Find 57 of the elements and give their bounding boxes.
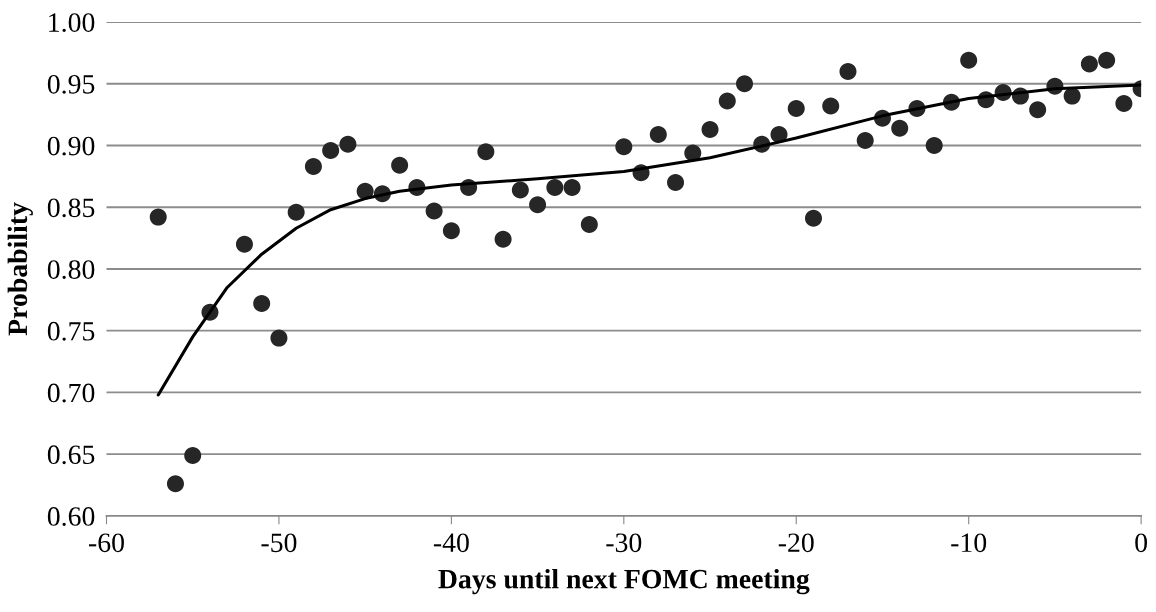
point [235, 235, 253, 253]
point [339, 135, 357, 153]
point [615, 138, 633, 156]
y-tick-label: 0.80 [47, 260, 95, 280]
point [1115, 95, 1133, 113]
point [580, 216, 598, 234]
point [442, 222, 460, 240]
point [960, 51, 978, 69]
x-tick-label: -30 [606, 533, 642, 553]
point [322, 141, 340, 159]
y-tick-label: 0.75 [47, 321, 95, 341]
point [304, 157, 322, 175]
point [1098, 51, 1116, 69]
point [270, 329, 288, 347]
y-axis-title: Probability [7, 202, 33, 336]
y-tick-label: 0.90 [47, 136, 95, 156]
y-tick-label: 1.00 [49, 13, 95, 33]
point [184, 446, 202, 464]
point [839, 62, 857, 80]
point [891, 119, 909, 137]
point [736, 75, 754, 93]
y-tick-label: 0.65 [47, 445, 95, 465]
point [1080, 55, 1098, 73]
point [511, 181, 529, 199]
point [149, 208, 167, 226]
x-tick-label: -60 [89, 533, 124, 553]
y-tick-label: 0.70 [47, 383, 95, 403]
point [804, 209, 822, 227]
point [425, 202, 443, 220]
point [701, 120, 719, 138]
point [1063, 87, 1081, 105]
y-tick-label: 0.95 [47, 74, 95, 94]
point [667, 174, 685, 192]
point [822, 97, 840, 115]
point [494, 230, 512, 248]
point [546, 178, 564, 196]
x-tick-label: -40 [433, 533, 469, 553]
x-tick-label: -10 [951, 533, 987, 553]
x-tick-label: -50 [261, 533, 297, 553]
x-axis-title: Days until next FOMC meeting [438, 568, 810, 595]
point [253, 295, 271, 313]
point [1029, 101, 1047, 119]
point [856, 132, 874, 150]
point [563, 178, 581, 196]
point [477, 143, 495, 161]
point [287, 203, 305, 221]
x-tick-label: -20 [778, 533, 814, 553]
point [391, 156, 409, 174]
point [166, 475, 184, 493]
point [925, 137, 943, 155]
y-tick-label: 0.60 [47, 507, 95, 526]
y-tick-label: 0.85 [47, 198, 95, 218]
point [718, 92, 736, 110]
point [529, 196, 547, 214]
point [649, 125, 667, 143]
point [787, 99, 805, 117]
x-tick-label: 0 [1135, 533, 1148, 553]
